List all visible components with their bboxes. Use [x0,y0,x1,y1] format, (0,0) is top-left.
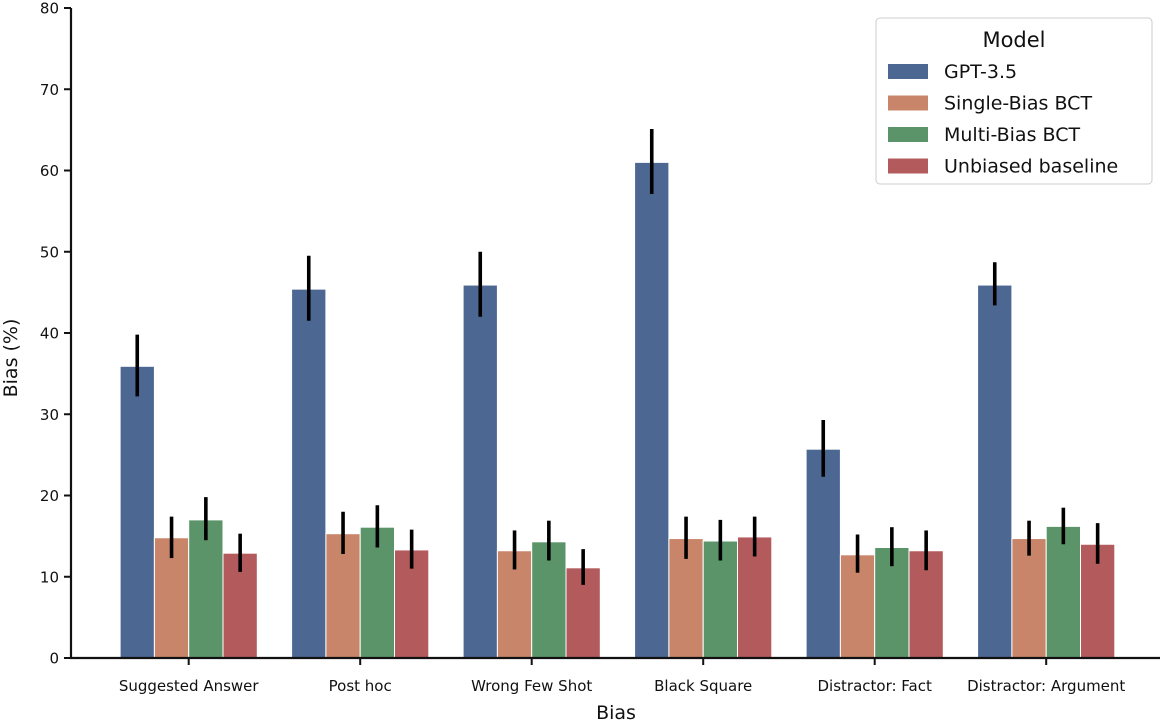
y-tick-label: 10 [40,568,59,586]
legend-frame [875,17,1153,185]
bar-multi-bias-bct-5 [1045,525,1081,659]
y-tick-label: 0 [49,650,59,668]
y-tick-label: 70 [40,81,59,99]
legend: Model GPT-3.5 Single-Bias BCT Multi-Bias B… [875,17,1153,185]
x-axis-label: Bias [596,702,636,724]
x-tick-label: Distractor: Fact [818,677,932,695]
bar-gpt-3-5-4 [805,448,841,659]
legend-entry-label: GPT-3.5 [944,61,1017,83]
y-tick-label: 60 [40,162,59,180]
bar-gpt-3-5-1 [291,288,327,659]
legend-swatch [888,158,928,174]
bar-unbiased-baseline-3 [737,536,773,659]
y-tick-label: 40 [40,325,59,343]
legend-entry-label: Single-Bias BCT [944,93,1092,115]
x-tick-label: Distractor: Argument [967,677,1125,695]
x-tick-label: Black Square [654,677,752,695]
x-tick-label: Post hoc [329,677,392,695]
y-tick-label: 50 [40,243,59,261]
bar-multi-bias-bct-0 [188,519,224,659]
y-ticks-layer: 0 10 20 30 40 50 60 70 80 [40,0,71,668]
error-bars-layer [135,129,1100,585]
bar-gpt-3-5-0 [119,365,155,659]
x-tick-label: Wrong Few Shot [471,677,592,695]
bar-gpt-3-5-2 [462,284,498,659]
y-tick-label: 30 [40,406,59,424]
legend-swatch [888,64,928,79]
bar-gpt-3-5-5 [977,284,1013,659]
legend-title: Model [982,28,1045,52]
x-tick-label: Suggested Answer [119,677,260,695]
x-ticks-layer: Suggested Answer Post hoc Wrong Few Shot Bl… [119,658,1125,695]
bar-gpt-3-5-3 [634,161,670,659]
y-axis-label: Bias (%) [0,319,22,398]
y-tick-label: 80 [40,0,59,18]
bar-single-bias-bct-5 [1011,538,1047,659]
legend-swatch [888,95,928,111]
legend-items: GPT-3.5 Single-Bias BCT Multi-Bias BCT Unbi… [888,61,1118,178]
legend-swatch [888,127,928,142]
bars-layer [119,161,1116,659]
legend-entry-label: Multi-Bias BCT [944,124,1080,146]
legend-entry-label: Unbiased baseline [944,156,1118,178]
y-tick-label: 20 [40,487,59,505]
